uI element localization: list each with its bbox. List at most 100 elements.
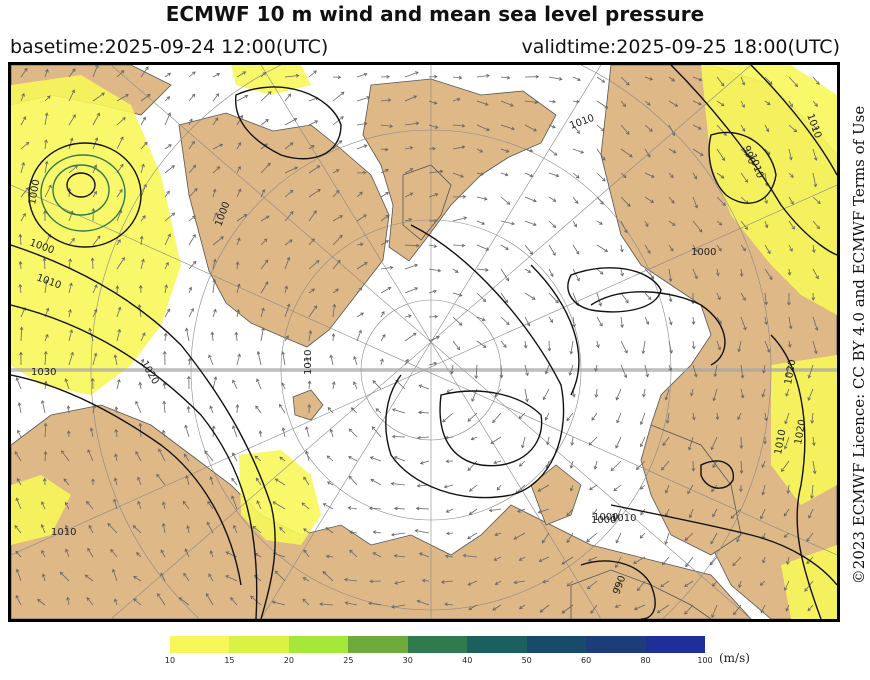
wind-vector-head: [535, 74, 540, 79]
wind-vector-arrow: [236, 189, 241, 198]
wind-vector-arrow: [615, 436, 622, 449]
wind-vector-arrow: [133, 576, 142, 582]
isobar-line: [770, 334, 822, 619]
wind-vector-arrow: [692, 76, 702, 81]
wind-vector-arrow: [640, 436, 646, 447]
wind-vector-arrow: [232, 380, 238, 390]
wind-vector-arrow: [68, 114, 76, 126]
wind-vector-head: [349, 549, 353, 554]
wind-vector-arrow: [521, 436, 526, 448]
isobar-label: 1000: [691, 247, 716, 258]
colorbar-tick-label: 25: [343, 656, 354, 665]
wind-vector-arrow: [668, 244, 674, 252]
wind-vector-arrow: [711, 604, 718, 618]
wind-vector-head: [698, 228, 703, 233]
wind-vector-arrow: [452, 244, 465, 246]
wind-vector-head: [588, 442, 593, 446]
wind-vector-arrow: [260, 259, 269, 270]
wind-vector-arrow: [140, 332, 146, 342]
wind-vector-head: [372, 552, 377, 556]
wind-vector-arrow: [272, 501, 286, 510]
wind-vector-arrow: [140, 236, 143, 246]
wind-vector-arrow: [537, 484, 550, 492]
wind-vector-arrow: [740, 244, 746, 252]
wind-vector-head: [816, 225, 820, 230]
wind-vector-head: [15, 594, 20, 599]
wind-vector-head: [279, 526, 283, 531]
wind-vector-head: [393, 456, 398, 460]
wind-vector-head: [14, 451, 19, 455]
wind-vector-arrow: [570, 460, 574, 469]
wind-vector-arrow: [642, 340, 646, 354]
wind-vector-head: [698, 77, 703, 82]
wind-vector-head: [363, 72, 368, 77]
wind-vector-head: [542, 396, 547, 401]
wind-vector-head: [639, 443, 644, 448]
isobar-line: [11, 244, 276, 619]
wind-vector-head: [518, 605, 523, 610]
isobar-labels: 1030 1020 1010 1000 1000 1010 1020 1010 …: [27, 112, 823, 596]
wind-vector-arrow: [644, 196, 654, 203]
wind-vector-head: [97, 235, 101, 240]
wind-vector-arrow: [356, 144, 367, 150]
wind-vector-arrow: [620, 292, 629, 303]
wind-vector-head: [693, 175, 697, 180]
wind-vector-arrow: [284, 257, 290, 270]
wind-vector-arrow: [712, 580, 718, 587]
wind-vector-arrow: [422, 580, 430, 582]
wind-vector-arrow: [323, 503, 334, 510]
wind-vector-head: [566, 539, 571, 544]
wind-vector-arrow: [665, 388, 670, 400]
wind-vector-head: [305, 356, 310, 361]
wind-vector-head: [743, 326, 747, 331]
wind-vector-head: [254, 455, 259, 460]
wind-vector-head: [93, 164, 98, 169]
wind-vector-arrow: [812, 172, 817, 187]
wind-vector-arrow: [284, 239, 293, 246]
wind-vector-head: [166, 190, 170, 195]
wind-vector-arrow: [692, 124, 702, 130]
wind-vector-arrow: [279, 456, 286, 462]
wind-vector-head: [87, 547, 91, 552]
wind-vector-arrow: [665, 484, 670, 494]
wind-vector-head: [192, 260, 197, 265]
wind-vector-head: [723, 132, 727, 136]
wind-vector-arrow: [811, 412, 814, 424]
wind-vector-head: [561, 561, 566, 565]
wind-vector-head: [432, 146, 436, 151]
wind-vector-head: [518, 463, 523, 467]
wind-area-northeast: [701, 65, 837, 315]
wind-vector-head: [18, 260, 23, 265]
wind-vector-head: [722, 202, 726, 206]
wind-vector-arrow: [596, 244, 608, 252]
wind-vector-head: [370, 478, 375, 483]
wind-vector-head: [391, 532, 395, 537]
wind-vector-head: [573, 223, 577, 228]
wind-vector-arrow: [737, 412, 742, 420]
wind-vector-head: [616, 419, 620, 424]
wind-vector-head: [263, 238, 268, 242]
wind-vector-head: [494, 393, 499, 398]
wind-vector-arrow: [524, 220, 537, 226]
wind-vector-arrow: [692, 172, 697, 180]
wind-vector-arrow: [644, 100, 651, 106]
wind-vector-arrow: [140, 184, 147, 198]
wind-vector-head: [811, 249, 816, 254]
wind-vector-head: [786, 561, 790, 565]
wind-vector-arrow: [20, 93, 25, 102]
wind-vector-arrow: [41, 550, 46, 558]
wind-vector-arrow: [380, 240, 389, 246]
wind-vector-head: [353, 381, 357, 386]
wind-vector-arrow: [441, 580, 454, 583]
wind-vector-head: [313, 305, 318, 309]
wind-vector-head: [289, 142, 294, 146]
wind-vector-arrow: [110, 549, 118, 558]
wind-vector-arrow: [807, 604, 814, 612]
wind-vector-arrow: [452, 98, 461, 102]
wind-vector-head: [363, 214, 367, 218]
wind-vector-arrow: [469, 508, 478, 515]
wind-vector-head: [767, 250, 771, 255]
wind-vector-arrow: [188, 118, 193, 126]
wind-vector-head: [368, 506, 373, 511]
wind-vector-arrow: [404, 359, 409, 366]
